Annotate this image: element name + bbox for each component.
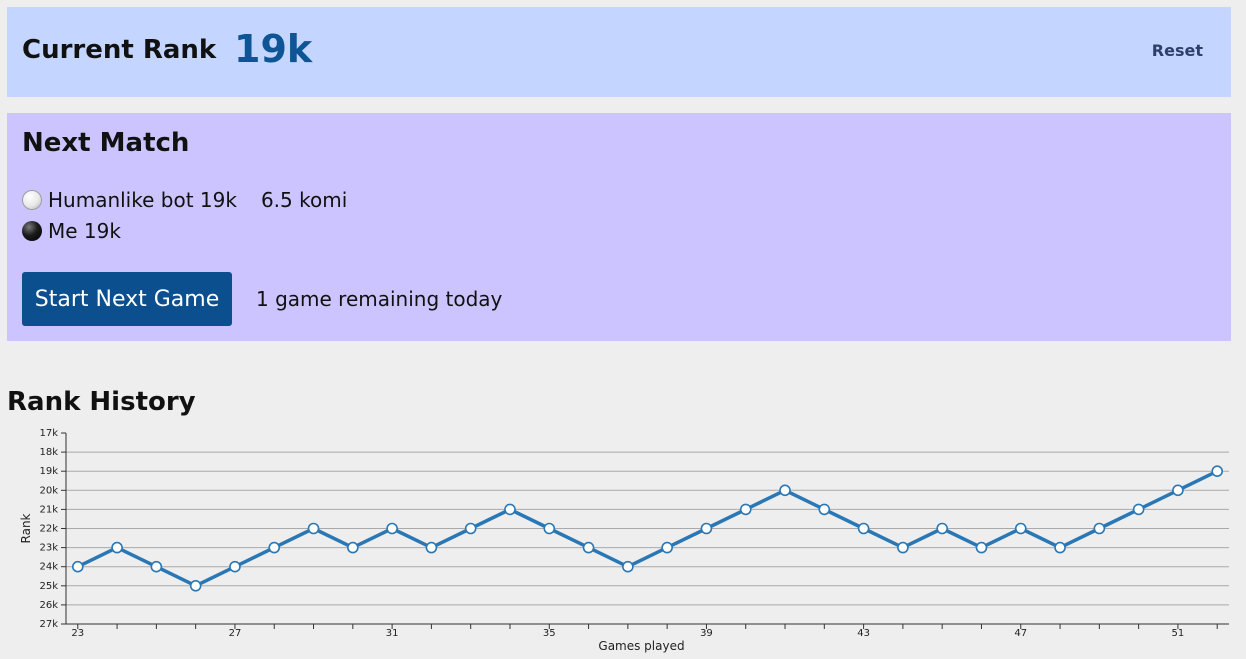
x-tick-label: 39	[700, 628, 713, 639]
rank-point	[150, 560, 163, 573]
current-rank-panel: Current Rank 19k Reset	[7, 7, 1231, 97]
y-tick-label: 17k	[39, 428, 58, 439]
y-tick-label: 21k	[39, 504, 58, 515]
rank-point	[71, 560, 84, 573]
rank-point	[1172, 484, 1184, 497]
rank-point	[661, 541, 673, 554]
rank-point	[1211, 465, 1224, 478]
y-tick-label: 20k	[39, 485, 58, 496]
x-tick-label: 31	[386, 628, 399, 639]
rank-history-title: Rank History	[7, 387, 196, 417]
opponent-name: Humanlike bot 19k	[48, 188, 237, 212]
x-tick-label: 23	[71, 628, 84, 639]
rank-point	[936, 522, 948, 535]
rank-point	[1132, 503, 1145, 516]
x-tick-label: 47	[1014, 628, 1027, 639]
rank-point	[464, 522, 477, 535]
rank-point	[622, 560, 634, 573]
y-tick-label: 23k	[39, 543, 58, 554]
rank-point	[1093, 522, 1106, 535]
y-tick-label: 25k	[39, 581, 58, 592]
rank-point	[818, 503, 831, 516]
rank-point	[504, 503, 516, 516]
rank-point	[347, 541, 359, 554]
y-tick-label: 18k	[39, 447, 58, 458]
rank-point	[779, 484, 791, 497]
next-match-panel: Next Match Humanlike bot 19k 6.5 komi Me…	[7, 113, 1231, 341]
rank-point	[1014, 522, 1027, 535]
y-tick-label: 22k	[39, 524, 58, 535]
rank-line	[76, 469, 1219, 588]
rank-point	[425, 541, 438, 554]
rank-point	[386, 522, 398, 535]
rank-point	[975, 541, 988, 554]
x-tick-label: 35	[543, 628, 556, 639]
rank-point	[1054, 541, 1066, 554]
rank-point	[700, 522, 713, 535]
black-stone-icon	[22, 221, 42, 241]
rank-point	[543, 522, 556, 535]
x-tick-label: 27	[229, 628, 242, 639]
y-tick-label: 26k	[39, 600, 58, 611]
y-tick-label: 24k	[39, 562, 58, 573]
rank-point	[897, 541, 909, 554]
x-tick-label: 51	[1172, 628, 1185, 639]
games-remaining-text: 1 game remaining today	[256, 287, 503, 311]
rank-point	[111, 541, 123, 554]
rank-point	[857, 522, 870, 535]
rank-point	[229, 560, 241, 573]
start-next-game-button[interactable]: Start Next Game	[22, 272, 232, 326]
komi-value: 6.5 komi	[260, 188, 348, 212]
me-row: Me 19k	[22, 219, 121, 243]
y-tick-label: 27k	[39, 619, 58, 630]
x-axis-label: Games played	[598, 639, 684, 653]
y-tick-label: 19k	[39, 466, 58, 477]
current-rank-label: Current Rank	[22, 35, 217, 65]
x-tick-label: 43	[857, 628, 870, 639]
rank-point	[582, 541, 595, 554]
white-stone-icon	[22, 190, 42, 210]
rank-point	[268, 541, 281, 554]
reset-button[interactable]: Reset	[1151, 41, 1203, 60]
next-match-title: Next Match	[22, 128, 190, 158]
rank-history-chart: 17k 18k 19k 20k 21k 22k 23k 24k 25k 26k 27k 23 27 31 3…	[19, 428, 1229, 653]
rank-point	[307, 522, 320, 535]
me-name: Me 19k	[48, 219, 121, 243]
current-rank-value: 19k	[234, 27, 313, 71]
y-axis-label: Rank	[19, 513, 33, 543]
rank-point	[189, 580, 202, 592]
rank-point	[739, 503, 752, 516]
opponent-row: Humanlike bot 19k 6.5 komi	[22, 188, 347, 212]
